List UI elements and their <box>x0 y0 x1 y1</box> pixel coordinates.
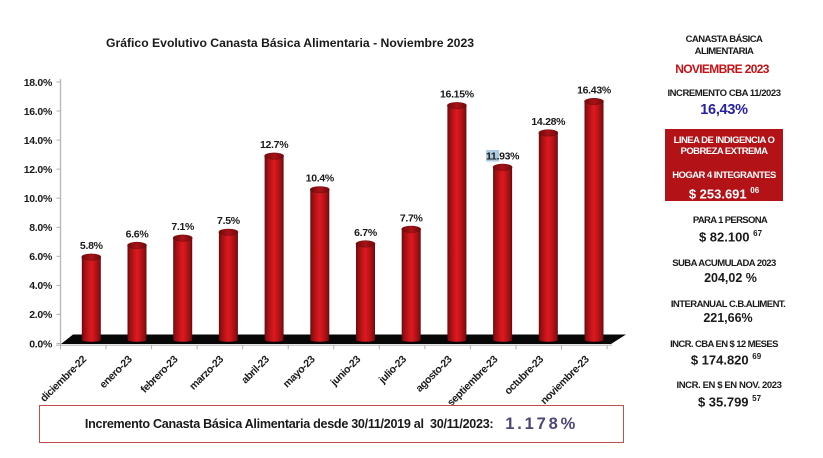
svg-text:diciembre-22: diciembre-22 <box>38 353 89 404</box>
svg-text:7.1%: 7.1% <box>171 221 195 233</box>
svg-text:Gráfico Evolutivo Canasta Bási: Gráfico Evolutivo Canasta Básica Aliment… <box>106 36 474 50</box>
svg-text:10.0%: 10.0% <box>24 193 53 205</box>
svg-text:11.93%: 11.93% <box>486 150 520 162</box>
svg-text:2.0%: 2.0% <box>29 309 53 321</box>
svg-text:julio-23: julio-23 <box>376 353 409 386</box>
svg-text:mayo-23: mayo-23 <box>281 353 318 390</box>
svg-text:16.43%: 16.43% <box>577 85 612 97</box>
svg-text:noviembre-23: noviembre-23 <box>538 353 592 407</box>
svg-text:12.0%: 12.0% <box>24 164 53 176</box>
svg-text:octubre-23: octubre-23 <box>502 353 546 397</box>
svg-text:agosto-23: agosto-23 <box>414 353 455 394</box>
svg-text:febrero-23: febrero-23 <box>138 353 180 395</box>
svg-text:7.5%: 7.5% <box>217 215 241 227</box>
svg-text:6.7%: 6.7% <box>354 227 378 239</box>
svg-text:8.0%: 8.0% <box>29 222 53 234</box>
svg-text:4.0%: 4.0% <box>29 280 53 292</box>
svg-text:enero-23: enero-23 <box>97 353 135 391</box>
svg-text:junio-23: junio-23 <box>328 353 364 389</box>
svg-text:16.15%: 16.15% <box>440 89 475 101</box>
svg-text:6.0%: 6.0% <box>29 251 53 263</box>
svg-text:18.0%: 18.0% <box>24 77 53 89</box>
svg-text:12.7%: 12.7% <box>260 139 289 151</box>
svg-text:16.0%: 16.0% <box>24 106 53 118</box>
svg-text:6.6%: 6.6% <box>126 228 150 240</box>
svg-text:14.0%: 14.0% <box>24 135 53 147</box>
svg-text:0.0%: 0.0% <box>29 338 53 350</box>
svg-text:abril-23: abril-23 <box>239 353 272 386</box>
svg-text:7.7%: 7.7% <box>400 212 424 224</box>
svg-text:14.28%: 14.28% <box>531 116 566 128</box>
svg-text:10.4%: 10.4% <box>306 173 335 185</box>
svg-text:marzo-23: marzo-23 <box>187 353 226 392</box>
svg-text:5.8%: 5.8% <box>80 240 104 252</box>
